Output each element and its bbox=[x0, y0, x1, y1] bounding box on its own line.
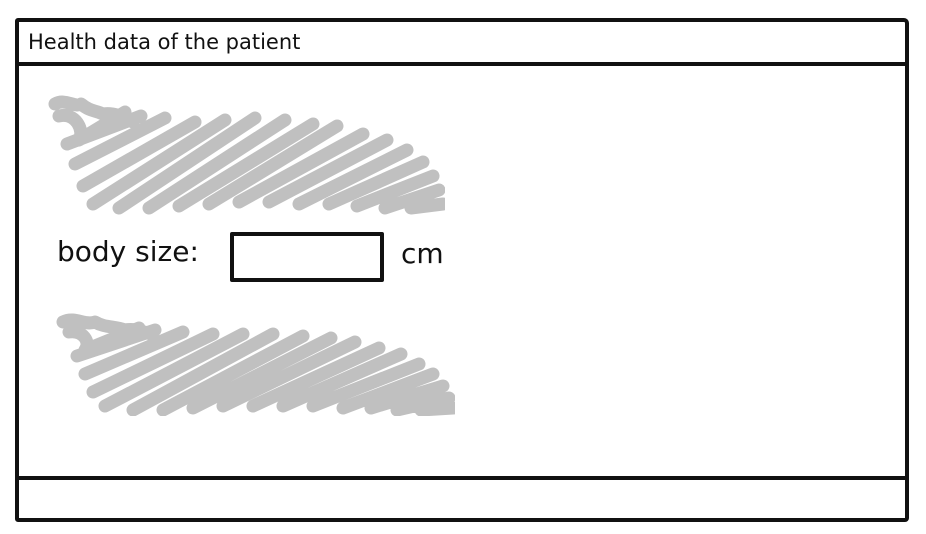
window-title: Health data of the patient bbox=[28, 29, 301, 54]
title-bar: Health data of the patient bbox=[19, 22, 905, 66]
body-size-input[interactable] bbox=[230, 232, 384, 282]
placeholder-scribble-top bbox=[48, 95, 445, 215]
footer-bar bbox=[19, 476, 905, 518]
body-size-label: body size: bbox=[57, 235, 199, 268]
placeholder-scribble-bottom bbox=[56, 313, 455, 416]
form-content: body size: cm bbox=[19, 66, 905, 476]
health-data-window: Health data of the patient body size: cm bbox=[15, 18, 909, 522]
body-size-unit: cm bbox=[401, 237, 444, 270]
